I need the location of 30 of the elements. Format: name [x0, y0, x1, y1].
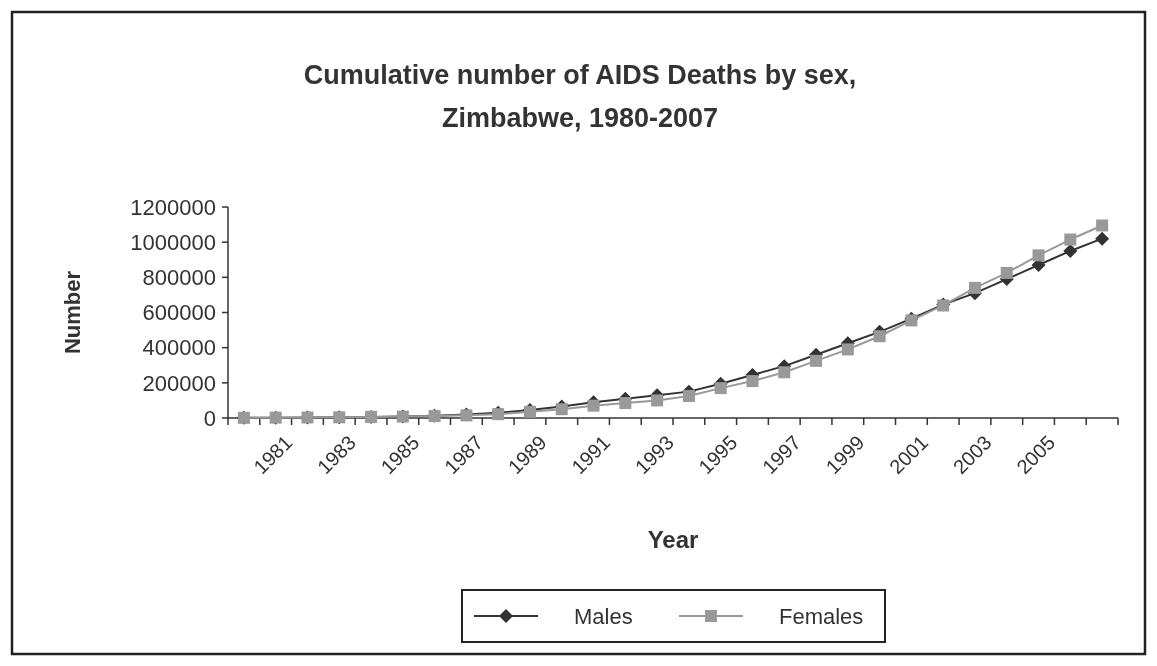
y-tick-label: 200000 — [142, 370, 216, 396]
point — [746, 375, 759, 388]
y-tick-label: 400000 — [142, 335, 216, 361]
legend-label: Females — [779, 603, 864, 629]
y-tick-label: 0 — [203, 405, 216, 431]
point — [555, 403, 568, 416]
point — [651, 394, 664, 407]
point — [810, 354, 823, 367]
point — [1032, 249, 1045, 262]
point — [968, 281, 981, 294]
point — [682, 390, 695, 403]
y-tick-label: 800000 — [142, 265, 216, 291]
legend-label: Males — [574, 603, 633, 629]
point — [1096, 219, 1109, 232]
point — [873, 330, 886, 343]
point — [1095, 231, 1110, 246]
point — [714, 382, 727, 395]
x-axis-title: Year — [647, 526, 699, 553]
y-tick-label: 1000000 — [130, 229, 216, 255]
point — [1000, 266, 1013, 279]
point — [619, 397, 632, 410]
y-tick-label: 600000 — [142, 300, 216, 326]
y-tick-label: 1200000 — [130, 194, 216, 220]
point — [587, 399, 600, 412]
y-axis-title: Number — [60, 270, 85, 355]
point — [778, 366, 791, 379]
chart-title: Cumulative number of AIDS Deaths by sex, Zimbabwe, 1980-2007 — [303, 60, 857, 133]
point — [1063, 243, 1078, 258]
point — [841, 343, 854, 356]
point — [1064, 233, 1077, 246]
